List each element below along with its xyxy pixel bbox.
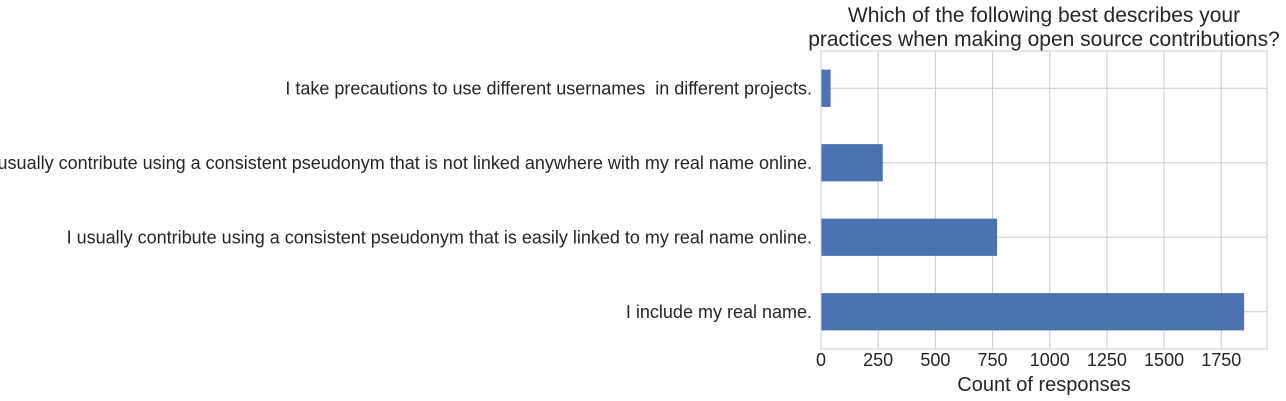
bar	[821, 293, 1245, 331]
x-tick-label: 1750	[1201, 350, 1241, 370]
category-label: I take precautions to use different user…	[285, 78, 812, 98]
category-label: I include my real name.	[626, 302, 812, 322]
chart-title: Which of the following best describes yo…	[808, 4, 1280, 51]
category-label: I usually contribute using a consistent …	[0, 153, 812, 173]
chart-title-line-2: practices when making open source contri…	[808, 28, 1280, 51]
category-labels: I take precautions to use different user…	[0, 78, 812, 322]
plot-frame	[820, 50, 1268, 350]
category-label: I usually contribute using a consistent …	[67, 227, 812, 247]
x-tick-label: 1000	[1030, 350, 1070, 370]
x-tick-labels: 0 250 500 750 1000 1250 1500 1750	[816, 350, 1241, 370]
bar	[821, 144, 883, 182]
bar	[821, 69, 831, 107]
x-tick-label: 250	[863, 350, 893, 370]
x-tick-label: 0	[816, 350, 826, 370]
x-tick-label: 750	[978, 350, 1008, 370]
bar	[821, 218, 998, 256]
x-axis-label: Count of responses	[957, 374, 1130, 396]
x-tick-label: 1250	[1087, 350, 1127, 370]
x-tick-label: 1500	[1144, 350, 1184, 370]
chart-title-line-1: Which of the following best describes yo…	[848, 4, 1240, 27]
x-tick-label: 500	[920, 350, 950, 370]
bars	[821, 69, 1245, 331]
